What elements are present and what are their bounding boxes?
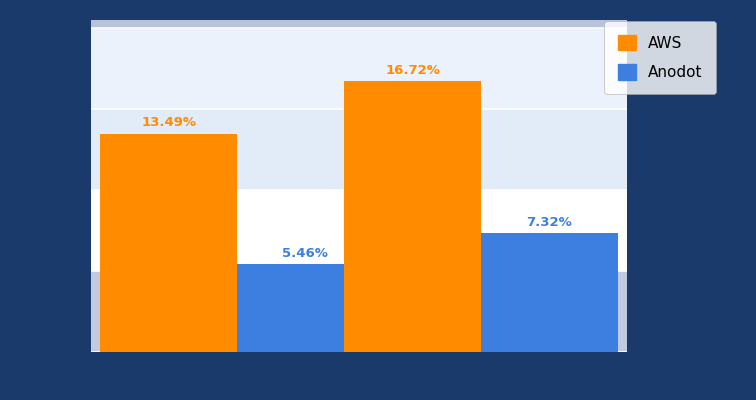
Text: 13.49%: 13.49% [141, 116, 197, 130]
Bar [91, 271, 627, 352]
Bar [91, 28, 627, 109]
Legend: AWS, Anodot: AWS, Anodot [604, 21, 717, 94]
Bar [91, 109, 627, 190]
Text: 7.32%: 7.32% [526, 216, 572, 230]
Bar [101, 134, 237, 352]
Bar [345, 81, 481, 352]
Bar [237, 264, 373, 352]
Bar [91, 20, 627, 28]
Text: 16.72%: 16.72% [386, 64, 440, 77]
Bar [91, 190, 627, 271]
Text: 5.46%: 5.46% [283, 246, 328, 260]
Bar [481, 234, 618, 352]
